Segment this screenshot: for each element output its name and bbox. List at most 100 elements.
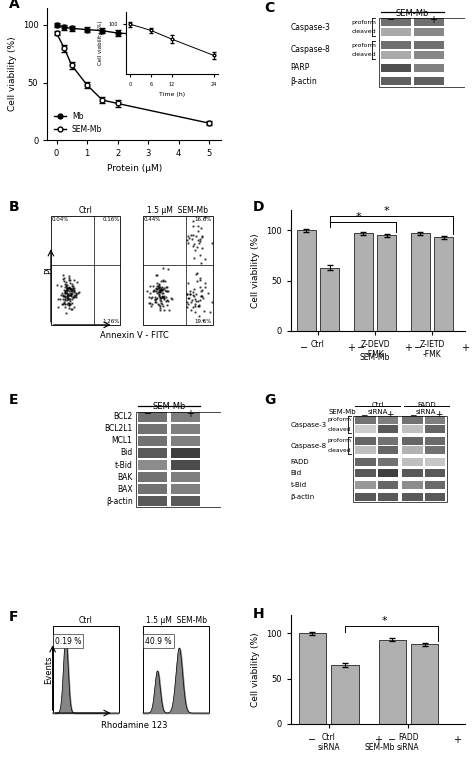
Point xyxy=(162,280,170,293)
Point xyxy=(67,287,75,299)
Point xyxy=(154,280,161,292)
Point xyxy=(146,297,154,309)
Bar xyxy=(378,458,399,466)
Point xyxy=(65,299,73,311)
Point xyxy=(70,291,78,303)
Point xyxy=(69,290,77,303)
Point xyxy=(156,302,164,314)
Bar xyxy=(138,472,167,482)
Text: PARP: PARP xyxy=(291,63,310,72)
Text: 1.26%: 1.26% xyxy=(102,319,119,325)
Point xyxy=(159,290,167,303)
Point xyxy=(191,283,198,295)
Point xyxy=(195,299,203,311)
Text: 0.04%: 0.04% xyxy=(52,217,69,222)
Point xyxy=(154,277,161,289)
Text: 40.9 %: 40.9 % xyxy=(145,636,172,645)
Y-axis label: Cell viability (%): Cell viability (%) xyxy=(251,632,260,707)
Point xyxy=(147,292,155,304)
Point xyxy=(197,257,204,269)
Bar xyxy=(171,496,201,506)
Point xyxy=(59,274,67,286)
Text: B: B xyxy=(9,200,20,214)
Point xyxy=(67,290,75,303)
Bar xyxy=(425,469,446,478)
Point xyxy=(198,229,206,242)
Text: *: * xyxy=(356,212,361,222)
Point xyxy=(61,298,68,310)
Bar xyxy=(414,27,444,36)
Point xyxy=(66,297,73,309)
Point xyxy=(64,282,72,294)
Point xyxy=(75,287,82,299)
Point xyxy=(69,280,76,292)
Point xyxy=(65,297,73,309)
Point xyxy=(194,219,201,232)
Point xyxy=(66,298,74,310)
Point xyxy=(158,283,166,296)
Point xyxy=(184,292,191,304)
Point xyxy=(72,287,80,299)
Point xyxy=(65,281,73,293)
Point xyxy=(151,294,159,306)
Point xyxy=(67,283,74,296)
Text: +: + xyxy=(435,410,442,419)
Bar xyxy=(414,41,444,49)
Point xyxy=(193,267,201,280)
Point xyxy=(57,280,65,292)
Point xyxy=(66,293,73,306)
Bar xyxy=(402,425,423,434)
Point xyxy=(61,301,69,313)
Bar xyxy=(297,230,316,331)
Point xyxy=(68,287,75,299)
Point xyxy=(64,284,71,296)
Point xyxy=(200,314,207,326)
Bar xyxy=(320,267,339,331)
Point xyxy=(70,284,78,296)
Point xyxy=(155,282,163,294)
Point xyxy=(65,299,73,311)
Point xyxy=(183,296,191,309)
Text: +: + xyxy=(461,343,469,353)
Text: FADD: FADD xyxy=(291,459,310,465)
Point xyxy=(151,291,159,303)
Point xyxy=(197,222,204,234)
Bar xyxy=(136,412,230,507)
Bar xyxy=(355,458,376,466)
Text: BAK: BAK xyxy=(117,472,133,482)
Text: Rhodamine 123: Rhodamine 123 xyxy=(101,721,167,730)
Text: proform: proform xyxy=(351,43,376,47)
Point xyxy=(68,280,76,293)
Point xyxy=(67,303,75,315)
Point xyxy=(189,229,197,241)
Point xyxy=(155,290,163,302)
Text: +: + xyxy=(186,408,194,418)
Point xyxy=(58,298,66,310)
Point xyxy=(191,244,199,256)
Point xyxy=(155,288,162,300)
Point xyxy=(59,290,67,302)
Point xyxy=(201,280,209,293)
Point xyxy=(63,284,70,296)
Point xyxy=(62,279,70,291)
Point xyxy=(64,288,71,300)
Point xyxy=(198,242,205,254)
Point xyxy=(75,287,82,299)
Point xyxy=(148,298,155,310)
Point xyxy=(65,290,73,302)
Bar xyxy=(51,216,120,325)
Point xyxy=(70,282,78,294)
Text: *: * xyxy=(384,206,390,216)
Point xyxy=(195,236,203,248)
Point xyxy=(65,282,73,294)
Text: −: − xyxy=(360,410,367,419)
Point xyxy=(192,295,200,307)
Bar xyxy=(377,235,396,331)
Point xyxy=(65,272,73,284)
Text: cleaved: cleaved xyxy=(351,29,376,34)
Point xyxy=(66,295,74,307)
Point xyxy=(159,291,167,303)
Bar xyxy=(414,64,444,72)
Point xyxy=(66,287,73,299)
Point xyxy=(156,286,164,298)
